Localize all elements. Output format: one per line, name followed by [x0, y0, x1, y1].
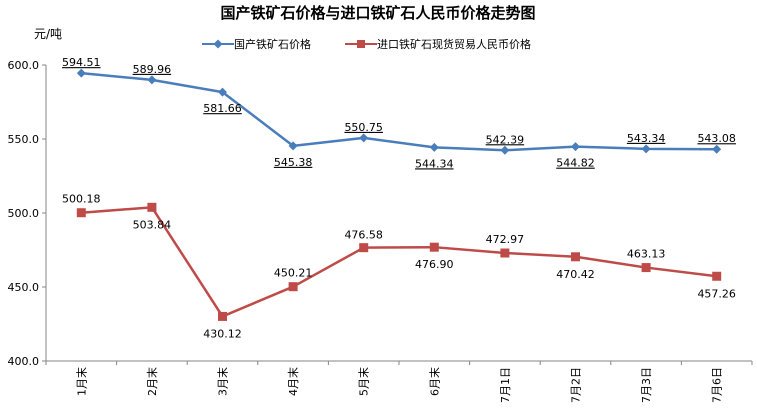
legend-label: 国产铁矿石价格: [234, 37, 311, 51]
data-point-square: [712, 271, 722, 281]
data-label: 581.66: [203, 102, 242, 115]
x-tick-label: 5月末: [357, 367, 371, 396]
data-label: 544.82: [556, 157, 595, 170]
data-point-diamond: [218, 87, 227, 97]
data-point-diamond: [712, 144, 722, 154]
x-tick-label: 4月末: [286, 367, 300, 396]
axes: 400.0 450.0 500.0 550.0 600.0 1月末 2月末 3月末 4月末 5月末…: [8, 59, 753, 403]
y-tick-label: 400.0: [8, 355, 40, 368]
data-label: 545.38: [274, 156, 313, 169]
x-tick-label: 7月6日: [711, 367, 724, 403]
data-point-diamond: [500, 145, 510, 155]
data-point-square: [218, 311, 227, 321]
y-tick-label: 600.0: [8, 59, 40, 72]
data-point-square: [288, 282, 298, 292]
legend-label: 进口铁矿石现货贸易人民币价格: [377, 37, 531, 51]
data-label: 542.39: [486, 133, 525, 146]
data-label: 589.96: [133, 63, 172, 76]
series-line: [81, 71, 717, 152]
y-tick-label: 500.0: [8, 207, 40, 220]
x-tick-label: 3月末: [216, 367, 230, 396]
y-tick-label: 550.0: [8, 133, 40, 146]
data-point-diamond: [429, 142, 439, 152]
data-point-diamond: [76, 68, 86, 78]
data-point-square: [359, 243, 369, 253]
x-tick-label: 6月末: [427, 367, 441, 396]
data-label: 463.13: [627, 248, 666, 261]
data-label: 450.21: [274, 267, 313, 280]
data-point-square: [641, 263, 651, 273]
data-label: 457.26: [697, 287, 736, 300]
data-point-diamond: [359, 133, 369, 143]
data-label: 500.18: [62, 193, 101, 206]
data-label: 476.58: [344, 229, 383, 242]
legend-square-marker: [357, 40, 365, 48]
data-point-diamond: [147, 75, 157, 85]
data-label: 543.08: [697, 132, 736, 145]
data-label: 543.34: [627, 132, 666, 145]
data-label: 470.42: [556, 268, 595, 281]
x-tick-label: 7月2日: [570, 367, 583, 403]
x-tick-label: 1月末: [74, 367, 88, 396]
series-layer: 594.51 589.96 581.66 545.38 550.75 544.34 542.…: [62, 56, 736, 340]
data-label: 430.12: [203, 327, 242, 340]
data-point-square: [429, 242, 439, 252]
data-label: 594.51: [62, 56, 101, 69]
x-tick-label: 7月3日: [640, 367, 653, 403]
series-domestic-ore: 594.51 589.96 581.66 545.38 550.75 544.34 542.…: [62, 56, 736, 170]
legend-diamond-marker: [213, 39, 223, 49]
data-label: 503.84: [133, 218, 172, 231]
data-point-square: [500, 248, 510, 258]
y-axis-unit-label: 元/吨: [34, 27, 62, 41]
data-label: 544.34: [415, 157, 454, 170]
x-tick-label: 2月末: [145, 367, 159, 396]
y-tick-label: 450.0: [8, 281, 40, 294]
data-label: 472.97: [486, 233, 525, 246]
data-point-diamond: [571, 142, 580, 152]
data-label: 550.75: [344, 121, 383, 134]
legend: 国产铁矿石价格 进口铁矿石现货贸易人民币价格: [202, 37, 531, 51]
data-point-diamond: [641, 144, 651, 154]
chart-title: 国产铁矿石价格与进口铁矿石人民币价格走势图: [220, 4, 535, 22]
data-point-square: [76, 208, 86, 218]
series-line: [81, 206, 717, 318]
data-point-square: [571, 252, 580, 262]
series-imported-ore: 500.18 503.84 430.12 450.21 476.58 476.90 472.…: [62, 193, 736, 341]
x-tick-label: 7月1日: [499, 367, 512, 403]
data-point-diamond: [288, 141, 298, 151]
data-label: 476.90: [415, 258, 454, 271]
data-point-square: [147, 202, 157, 212]
